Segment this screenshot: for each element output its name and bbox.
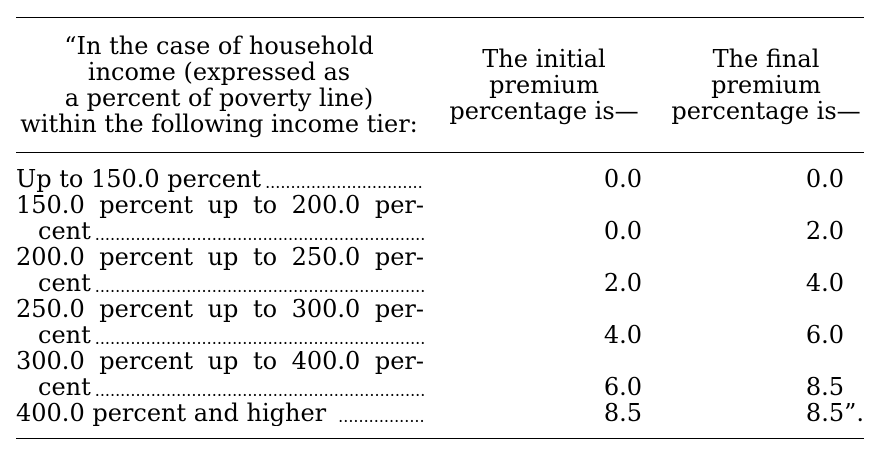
initial-premium-value: 0.0	[603, 165, 642, 193]
header-initial-premium-line: The initial	[482, 45, 606, 73]
row-label-text: 150.0 percent up to 200.0 per-	[16, 192, 424, 219]
header-initial-premium: The initial premium percentage is—	[446, 46, 642, 124]
leader-dots: ........................................…	[265, 173, 424, 192]
row-label: 400.0 percent and higher ...............…	[16, 400, 424, 426]
leader-dots: ........................................…	[94, 329, 424, 348]
leader-dots: ........................................…	[94, 381, 424, 400]
header-income-tier: “In the case of household income (expres…	[16, 33, 422, 137]
header-final-premium-line: percentage is—	[671, 97, 861, 125]
header-income-tier-line: within the following income tier:	[20, 110, 418, 138]
initial-premium-value: 6.0	[603, 373, 642, 401]
row-label-continuation: cent	[38, 321, 91, 348]
final-premium-value: 2.0	[805, 217, 844, 245]
row-label-continuation: cent	[38, 217, 91, 244]
final-premium-value: 8.5”.	[805, 399, 864, 427]
final-premium-value: 6.0	[805, 321, 844, 349]
row-label: Up to 150.0 percent ....................…	[16, 166, 424, 192]
header-income-tier-line: income (expressed as	[87, 58, 351, 86]
row-label-text: 400.0 percent and higher	[16, 400, 327, 426]
final-premium-value: 4.0	[805, 269, 844, 297]
header-final-premium-line: The final	[712, 45, 820, 73]
header-rule	[16, 152, 864, 153]
row-label-continuation: cent	[38, 269, 91, 296]
header-initial-premium-line: premium	[489, 71, 599, 99]
header-final-premium-line: premium	[711, 71, 821, 99]
final-premium-value: 8.5	[805, 373, 844, 401]
row-label: 250.0 percent up to 300.0 per- cent ....…	[16, 296, 424, 348]
top-rule	[16, 17, 864, 18]
header-income-tier-line: a percent of poverty line)	[64, 84, 374, 112]
header-final-premium: The final premium percentage is—	[668, 46, 864, 124]
initial-premium-value: 0.0	[603, 217, 642, 245]
row-label: 300.0 percent up to 400.0 per- cent ....…	[16, 348, 424, 400]
row-label: 200.0 percent up to 250.0 per- cent ....…	[16, 244, 424, 296]
leader-dots: ........................................…	[94, 225, 424, 244]
row-label-continuation: cent	[38, 373, 91, 400]
row-label-text: 300.0 percent up to 400.0 per-	[16, 348, 424, 375]
leader-dots: ........................................…	[94, 277, 424, 296]
row-label-text: 250.0 percent up to 300.0 per-	[16, 296, 424, 323]
header-income-tier-line: “In the case of household	[64, 32, 374, 60]
initial-premium-value: 4.0	[603, 321, 642, 349]
row-label: 150.0 percent up to 200.0 per- cent ....…	[16, 192, 424, 244]
header-initial-premium-line: percentage is—	[449, 97, 639, 125]
bottom-rule	[16, 438, 864, 439]
row-label-text: 200.0 percent up to 250.0 per-	[16, 244, 424, 271]
leader-dots: ........................................…	[338, 407, 424, 426]
final-premium-value: 0.0	[805, 165, 844, 193]
row-label-text: Up to 150.0 percent	[16, 166, 262, 192]
initial-premium-value: 8.5	[603, 399, 642, 427]
initial-premium-value: 2.0	[603, 269, 642, 297]
